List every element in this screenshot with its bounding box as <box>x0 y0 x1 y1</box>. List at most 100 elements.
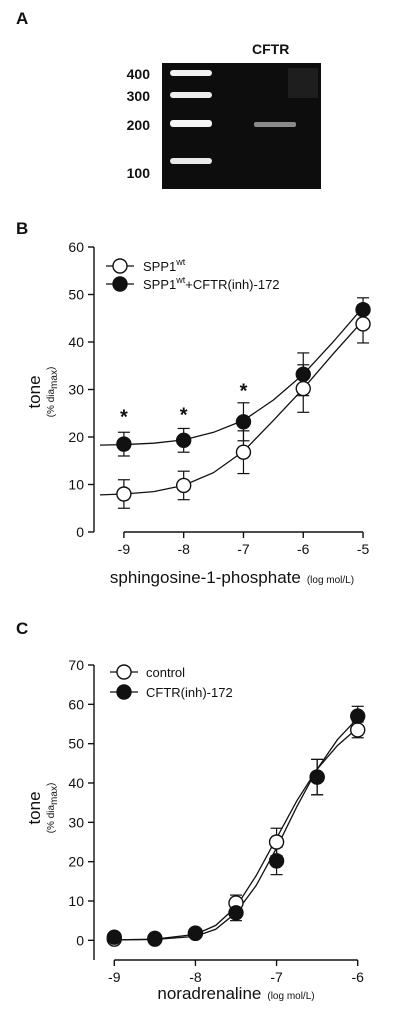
data-point-open <box>295 380 311 397</box>
y-axis-unit: (% dia <box>46 805 57 834</box>
data-point-filled <box>309 769 325 785</box>
y-axis-unit-sub: max <box>49 370 60 389</box>
y-axis-unit: (% dia <box>46 389 57 418</box>
y-axis-title: tone (% diamax) <box>25 783 60 834</box>
ladder-band <box>170 92 212 98</box>
data-point-filled <box>187 925 204 941</box>
legend-sup: wt <box>175 257 185 267</box>
x-tick-label: -7 <box>237 541 250 557</box>
legend-entry: CFTR(inh)-172 <box>110 684 233 700</box>
legend-text: SPP1wt <box>143 257 186 274</box>
ladder-label: 200 <box>127 117 151 133</box>
legend-entry: SPP1wt+CFTR(inh)-172 <box>106 275 280 292</box>
panel-label-c: C <box>16 619 28 638</box>
series-fit-line <box>114 717 359 941</box>
y-tick-label: 70 <box>68 657 84 673</box>
legend-entry: control <box>110 664 185 680</box>
y-axis-label: tone <box>25 791 44 824</box>
data-point-filled <box>268 853 285 869</box>
legend-rest: +CFTR(inh)-172 <box>185 277 279 292</box>
x-tick-label: -6 <box>297 541 310 557</box>
series-fit-line <box>114 727 359 941</box>
data-point-filled <box>106 929 122 945</box>
y-axis-unit-text: (% diamax) <box>46 783 60 834</box>
legend-marker-filled <box>116 684 132 700</box>
data-point-open <box>175 477 192 494</box>
cftr-band <box>254 122 296 127</box>
x-axis-label: sphingosine-1-phosphate <box>110 568 301 587</box>
data-point-filled <box>295 366 311 382</box>
legend: control CFTR(inh)-172 <box>110 664 233 700</box>
data-point-filled <box>350 708 366 724</box>
y-axis-label: tone <box>25 375 44 408</box>
y-tick-label: 40 <box>68 334 84 350</box>
y-tick-label: 50 <box>68 736 84 752</box>
legend: SPP1wt SPP1wt+CFTR(inh)-172 <box>106 257 280 292</box>
legend-marker-open <box>116 664 132 680</box>
ladder-label: 400 <box>127 66 151 82</box>
legend-marker-filled <box>112 276 128 292</box>
significance-star: * <box>120 407 128 429</box>
series-fit-line <box>99 320 364 496</box>
x-axis-title: sphingosine-1-phosphate (log mol/L) <box>110 568 354 587</box>
x-axis-label: noradrenaline <box>157 984 261 1003</box>
y-axis-title-text: tone <box>25 375 44 408</box>
panel-label-b: B <box>16 219 28 238</box>
significance-star: * <box>240 381 248 403</box>
ladder-label: 100 <box>127 165 151 181</box>
legend-marker-open <box>112 258 128 274</box>
x-tick-label: -8 <box>189 969 202 985</box>
data-point-open <box>355 316 371 332</box>
x-tick-label: -5 <box>357 541 370 557</box>
data-point-filled <box>175 432 192 449</box>
legend-text: CFTR(inh)-172 <box>146 685 233 700</box>
y-tick-label: 50 <box>68 287 84 303</box>
x-tick-label: -9 <box>118 541 131 557</box>
legend-entry: SPP1wt <box>106 257 186 274</box>
x-tick-label: -6 <box>351 969 364 985</box>
y-axis-unit-end: ) <box>46 783 57 786</box>
legend-name: CFTR(inh)-172 <box>146 685 233 700</box>
ladder-band <box>170 158 212 164</box>
y-tick-label: 30 <box>68 814 84 830</box>
y-tick-label: 40 <box>68 775 84 791</box>
panel-label-a: A <box>16 9 28 28</box>
data-point-open <box>350 722 366 738</box>
legend-text: SPP1wt+CFTR(inh)-172 <box>143 275 280 292</box>
data-point-filled <box>147 930 163 947</box>
y-axis-title: tone (% diamax) <box>25 367 60 418</box>
ladder-label: 300 <box>127 88 151 104</box>
legend-name: SPP1 <box>143 277 176 292</box>
y-axis-unit-text: (% diamax) <box>46 367 60 418</box>
y-tick-label: 30 <box>68 382 84 398</box>
y-tick-label: 10 <box>68 477 84 493</box>
gel-panel: A CFTR 400 300 200 100 <box>16 9 321 189</box>
chart-b: B tone (% diamax) sphingosine-1-phosphat… <box>16 219 371 587</box>
data-point-filled <box>355 302 371 318</box>
y-tick-label: 20 <box>68 429 84 445</box>
significance-star: * <box>180 404 188 426</box>
series-fit-line <box>99 306 364 446</box>
x-tick-label: -7 <box>270 969 283 985</box>
data-point-open <box>116 486 132 502</box>
data-point-filled <box>116 436 132 452</box>
legend-name: SPP1 <box>143 259 176 274</box>
y-tick-label: 60 <box>68 239 84 255</box>
y-tick-label: 10 <box>68 893 84 909</box>
data-point-filled <box>228 905 244 921</box>
data-point-filled <box>235 414 252 430</box>
y-axis-title-text: tone <box>25 791 44 824</box>
x-axis-unit: (log mol/L) <box>267 991 314 1002</box>
ladder-band <box>170 70 212 76</box>
x-tick-label: -9 <box>108 969 121 985</box>
x-axis-title: noradrenaline (log mol/L) <box>157 984 314 1003</box>
y-axis-unit-sub: max <box>49 786 60 805</box>
gel-smear <box>288 68 318 98</box>
x-tick-label: -8 <box>177 541 190 557</box>
legend-text: control <box>146 665 185 680</box>
ladder-band <box>170 120 212 127</box>
y-axis-unit-end: ) <box>46 367 57 370</box>
x-axis-unit: (log mol/L) <box>307 575 354 586</box>
data-point-open <box>268 834 285 850</box>
